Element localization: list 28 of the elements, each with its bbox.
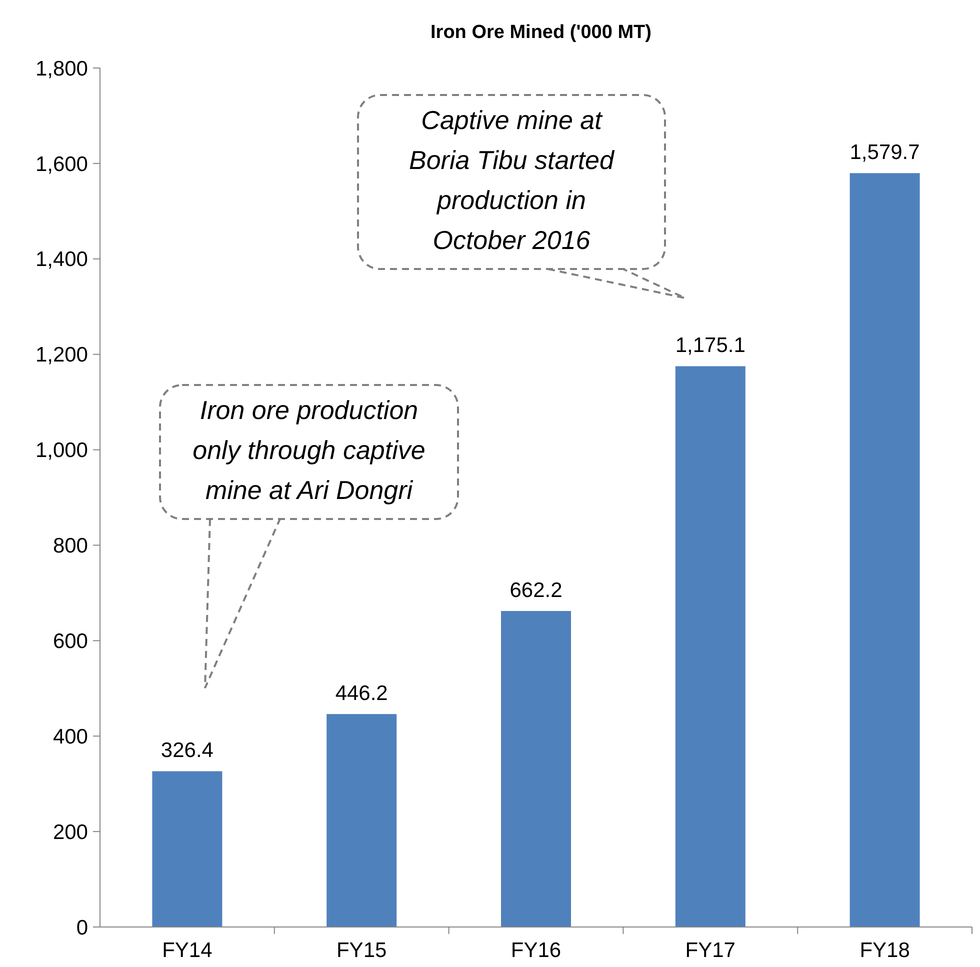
y-tick-label: 1,000 (35, 439, 88, 462)
bar (501, 610, 571, 927)
y-tick-label: 1,200 (35, 344, 88, 367)
data-label: 1,579.7 (850, 141, 920, 164)
annotation: Iron ore production only through captive mine at Ari Dongri (192, 395, 426, 505)
x-tick-label: FY15 (336, 939, 387, 962)
data-label: 446.2 (335, 682, 388, 706)
chart-title: Iron Ore Mined ('000 MT) (430, 22, 652, 43)
y-tick-label: 600 (52, 630, 88, 654)
bar (326, 714, 397, 927)
y-tick-label: 1,800 (35, 57, 88, 80)
bar (675, 366, 746, 927)
y-tick-label: 1,600 (35, 152, 88, 176)
x-tick-label: FY18 (860, 939, 910, 962)
y-tick-label: 1,400 (35, 248, 88, 272)
data-label: 326.4 (160, 739, 214, 762)
bar (152, 771, 222, 927)
bar (850, 173, 920, 927)
y-tick-label: 0 (76, 916, 88, 940)
data-label: 662.2 (510, 578, 562, 602)
data-label: 1,175.1 (675, 334, 746, 358)
y-tick-label: 400 (52, 725, 88, 748)
x-tick-label: FY17 (685, 939, 736, 962)
x-tick-label: FY14 (162, 939, 213, 962)
y-tick-label: 200 (52, 820, 88, 844)
annotation: Captive mine at Boria Tibu started production in October 2016 (409, 105, 616, 255)
y-tick-label: 800 (52, 534, 88, 558)
x-tick-label: FY16 (510, 939, 562, 962)
